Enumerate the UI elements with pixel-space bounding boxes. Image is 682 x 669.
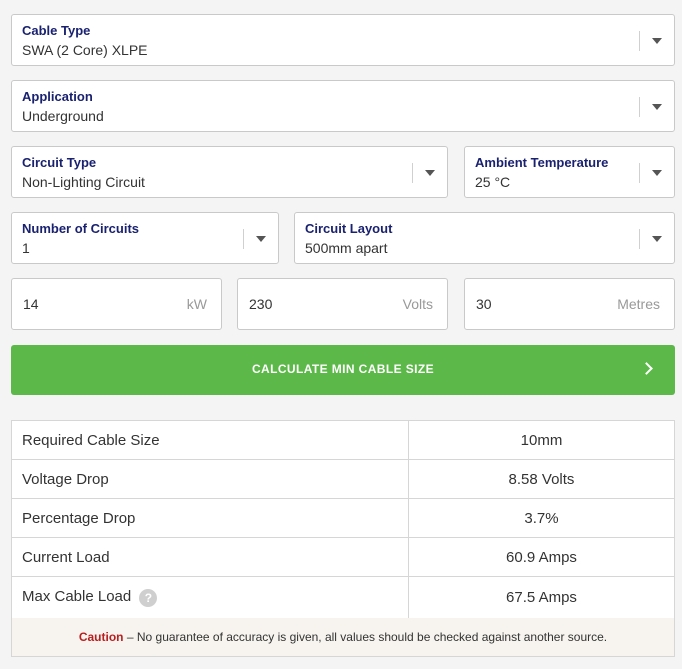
result-value: 3.7% bbox=[408, 498, 675, 538]
voltage-input[interactable]: 230 Volts bbox=[237, 278, 448, 330]
table-row: Percentage Drop 3.7% bbox=[11, 498, 675, 538]
chevron-down-icon[interactable] bbox=[256, 236, 266, 242]
circuit-type-label: Circuit Type bbox=[22, 155, 97, 170]
chevron-down-icon[interactable] bbox=[652, 38, 662, 44]
circuit-layout-select[interactable]: Circuit Layout 500mm apart bbox=[294, 212, 675, 264]
table-row: Voltage Drop 8.58 Volts bbox=[11, 459, 675, 499]
result-label: Max Cable Load bbox=[22, 588, 132, 606]
application-value: Underground bbox=[22, 108, 104, 124]
voltage-value: 230 bbox=[249, 296, 273, 312]
results-table: Required Cable Size 10mm Voltage Drop 8.… bbox=[11, 420, 675, 619]
result-label: Required Cable Size bbox=[11, 420, 409, 460]
power-value: 14 bbox=[23, 296, 39, 312]
circuit-type-select[interactable]: Circuit Type Non-Lighting Circuit bbox=[11, 146, 448, 198]
calculate-button[interactable]: CALCULATE MIN CABLE SIZE bbox=[11, 345, 675, 395]
calculate-button-label: CALCULATE MIN CABLE SIZE bbox=[251, 362, 435, 376]
application-select[interactable]: Application Underground bbox=[11, 80, 675, 132]
ambient-temperature-value: 25 °C bbox=[475, 174, 511, 190]
length-input[interactable]: 30 Metres bbox=[464, 278, 675, 330]
application-label: Application bbox=[22, 89, 93, 104]
ambient-temperature-label: Ambient Temperature bbox=[475, 155, 609, 170]
select-divider bbox=[639, 229, 640, 249]
length-unit: Metres bbox=[617, 296, 660, 312]
result-value: 10mm bbox=[408, 420, 675, 460]
chevron-down-icon[interactable] bbox=[652, 104, 662, 110]
select-divider bbox=[412, 163, 413, 183]
result-value: 8.58 Volts bbox=[408, 459, 675, 499]
cable-type-select[interactable]: Cable Type SWA (2 Core) XLPE bbox=[11, 14, 675, 66]
select-divider bbox=[639, 163, 640, 183]
result-label: Voltage Drop bbox=[11, 459, 409, 499]
select-divider bbox=[639, 31, 640, 51]
result-label: Percentage Drop bbox=[11, 498, 409, 538]
number-of-circuits-select[interactable]: Number of Circuits 1 bbox=[11, 212, 279, 264]
voltage-unit: Volts bbox=[402, 296, 433, 312]
length-value: 30 bbox=[476, 296, 492, 312]
max-cable-load-cell: Max Cable Load ? bbox=[11, 576, 409, 619]
circuit-layout-value: 500mm apart bbox=[305, 240, 388, 256]
number-of-circuits-value: 1 bbox=[22, 240, 30, 256]
cable-type-value: SWA (2 Core) XLPE bbox=[22, 42, 148, 58]
cable-type-label: Cable Type bbox=[22, 23, 91, 38]
help-icon[interactable]: ? bbox=[139, 588, 158, 607]
ambient-temperature-select[interactable]: Ambient Temperature 25 °C bbox=[464, 146, 675, 198]
result-value: 60.9 Amps bbox=[408, 537, 675, 577]
caution-label: Caution bbox=[78, 630, 124, 644]
number-of-circuits-label: Number of Circuits bbox=[22, 221, 140, 236]
table-row: Max Cable Load ? 67.5 Amps bbox=[11, 576, 675, 619]
result-value: 67.5 Amps bbox=[408, 576, 675, 619]
select-divider bbox=[639, 97, 640, 117]
chevron-down-icon[interactable] bbox=[652, 236, 662, 242]
chevron-down-icon[interactable] bbox=[425, 170, 435, 176]
caution-text: – No guarantee of accuracy is given, all… bbox=[123, 630, 608, 644]
circuit-type-value: Non-Lighting Circuit bbox=[22, 174, 145, 190]
table-row: Current Load 60.9 Amps bbox=[11, 537, 675, 577]
power-unit: kW bbox=[186, 296, 207, 312]
power-input[interactable]: 14 kW bbox=[11, 278, 222, 330]
select-divider bbox=[243, 229, 244, 249]
result-label: Current Load bbox=[11, 537, 409, 577]
circuit-layout-label: Circuit Layout bbox=[305, 221, 393, 236]
caution-notice: Caution – No guarantee of accuracy is gi… bbox=[11, 618, 675, 657]
table-row: Required Cable Size 10mm bbox=[11, 420, 675, 460]
chevron-down-icon[interactable] bbox=[652, 170, 662, 176]
